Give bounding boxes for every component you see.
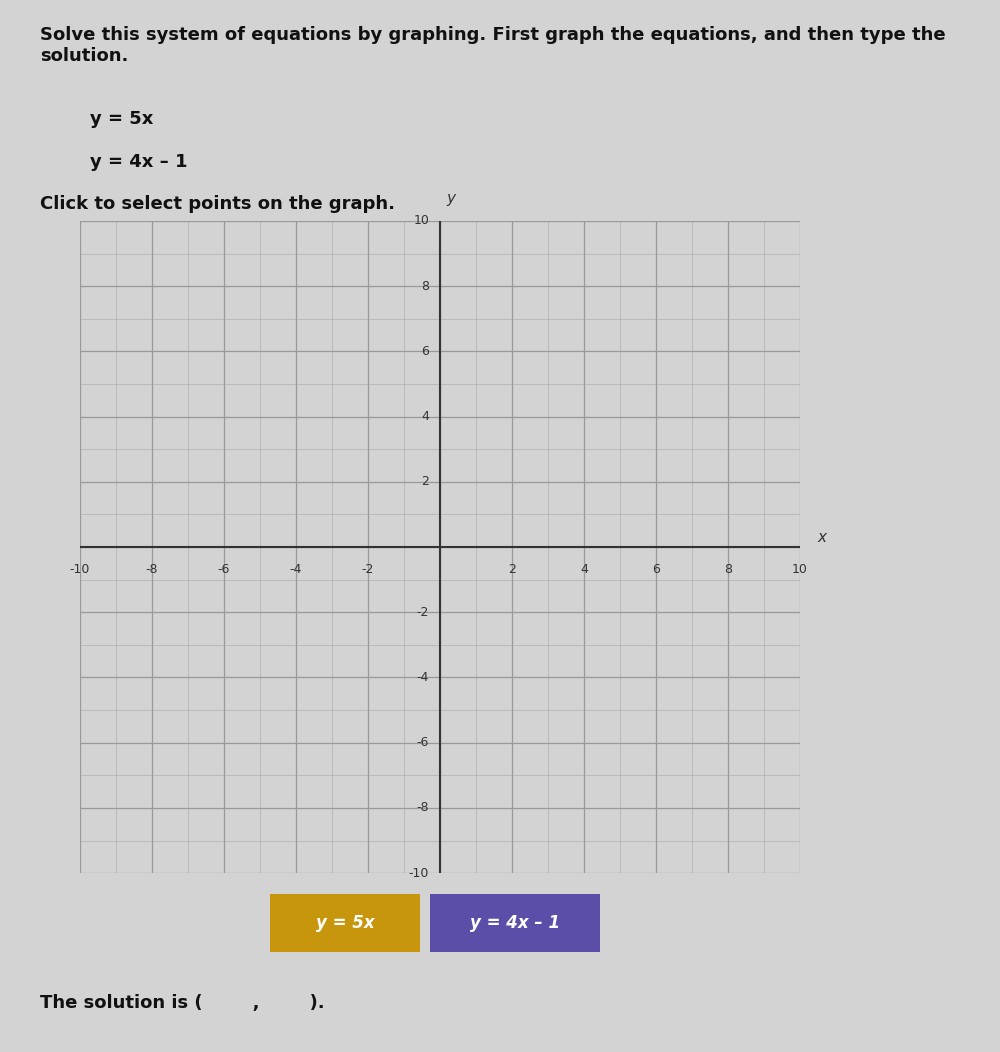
- Text: -4: -4: [290, 564, 302, 576]
- Text: 10: 10: [413, 215, 429, 227]
- Text: Solve this system of equations by graphing. First graph the equations, and then : Solve this system of equations by graphi…: [40, 26, 946, 65]
- Text: x: x: [817, 530, 826, 545]
- Text: -8: -8: [417, 802, 429, 814]
- Text: y = 4x – 1: y = 4x – 1: [90, 153, 188, 170]
- Text: y = 5x: y = 5x: [90, 110, 153, 128]
- Text: -2: -2: [417, 606, 429, 619]
- Text: -6: -6: [218, 564, 230, 576]
- Text: -4: -4: [417, 671, 429, 684]
- Text: 6: 6: [421, 345, 429, 358]
- Text: y: y: [446, 190, 455, 205]
- Text: 4: 4: [580, 564, 588, 576]
- Text: -8: -8: [146, 564, 158, 576]
- Text: Click to select points on the graph.: Click to select points on the graph.: [40, 195, 395, 213]
- Text: 6: 6: [652, 564, 660, 576]
- Text: y = 4x – 1: y = 4x – 1: [470, 914, 560, 932]
- Text: 8: 8: [724, 564, 732, 576]
- Text: y = 5x: y = 5x: [316, 914, 374, 932]
- Text: -10: -10: [70, 564, 90, 576]
- Text: 4: 4: [421, 410, 429, 423]
- Text: 2: 2: [421, 476, 429, 488]
- Text: 2: 2: [508, 564, 516, 576]
- Text: -6: -6: [417, 736, 429, 749]
- Text: -10: -10: [409, 867, 429, 879]
- Text: 10: 10: [792, 564, 808, 576]
- Text: -2: -2: [362, 564, 374, 576]
- Text: 8: 8: [421, 280, 429, 292]
- Text: The solution is (        ,        ).: The solution is ( , ).: [40, 994, 325, 1012]
